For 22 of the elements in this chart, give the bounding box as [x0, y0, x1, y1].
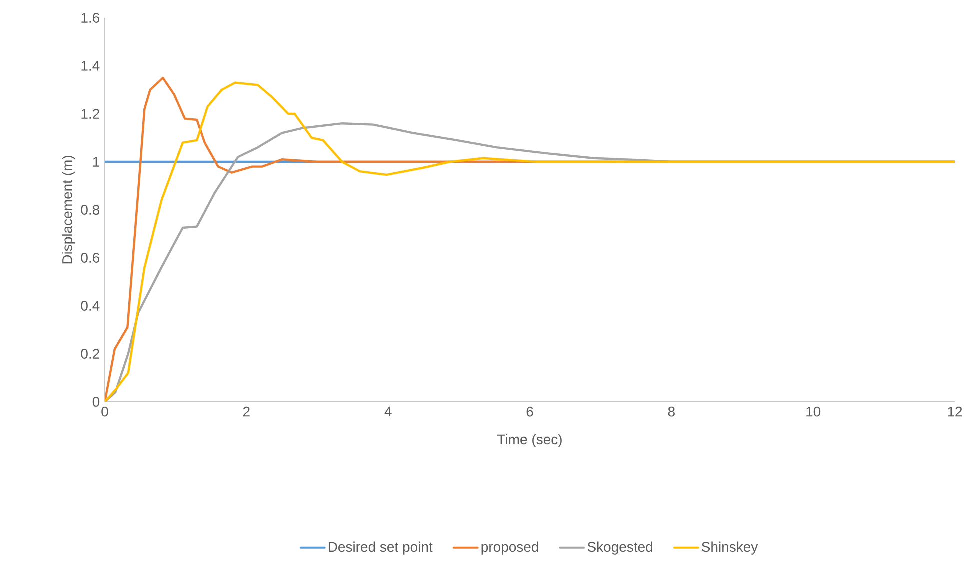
x-tick-label: 10 — [806, 406, 821, 417]
x-tick-label: 6 — [526, 406, 534, 417]
y-tick-label: 0.6 — [81, 253, 100, 263]
y-tick-label: 1 — [93, 157, 100, 167]
legend-label: Skogested — [588, 542, 652, 555]
legend-label: proposed — [482, 542, 538, 555]
y-tick-label: 0 — [92, 397, 100, 407]
y-tick-label: 0.4 — [81, 301, 100, 311]
y-axis-title: Displacement (m) — [62, 156, 76, 264]
y-tick-label: 1.2 — [82, 109, 100, 119]
y-tick-label: 0.8 — [81, 205, 100, 215]
legend-label: Shinskey — [702, 542, 758, 555]
x-axis-title: Time (sec) — [498, 434, 562, 448]
x-tick-label: 4 — [384, 406, 392, 416]
x-tick-label: 2 — [243, 406, 250, 417]
y-tick-label: 1.4 — [82, 61, 100, 71]
x-tick-label: 0 — [102, 406, 108, 417]
legend-label: Desired set point — [328, 542, 433, 555]
x-tick-label: 8 — [668, 406, 675, 417]
x-tick-label: 12 — [948, 406, 962, 417]
y-tick-label: 0.2 — [81, 349, 100, 359]
y-tick-label: 1.6 — [82, 13, 100, 23]
